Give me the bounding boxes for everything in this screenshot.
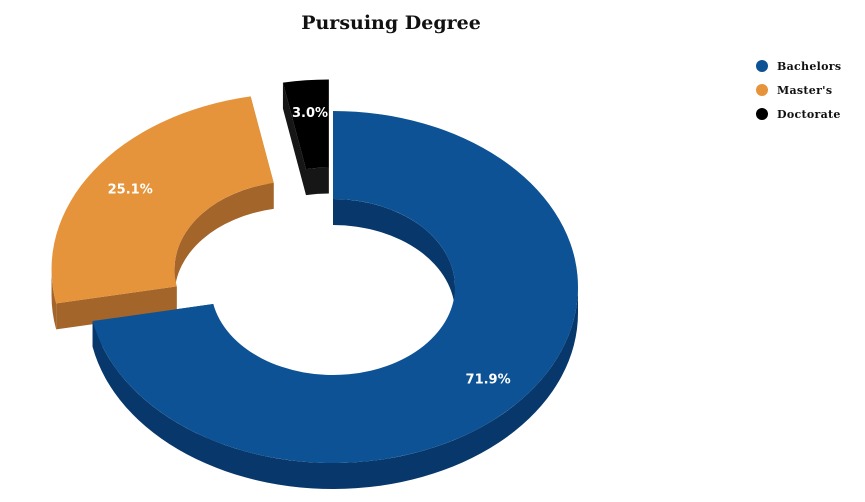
- legend-swatch: [756, 108, 768, 120]
- legend-item-bachelors[interactable]: Bachelors: [756, 54, 841, 78]
- slice-bachelors: [92, 111, 578, 464]
- legend-label: Bachelors: [777, 59, 842, 73]
- data-label-bachelors: 71.9%: [466, 373, 511, 388]
- inner-wall-doctorate: [306, 167, 329, 196]
- inner-wall-masters: [174, 182, 274, 296]
- inner-wall-bachelors: [333, 199, 455, 313]
- outer-wall-masters: [51, 269, 57, 330]
- legend-swatch: [756, 84, 768, 96]
- slice-labels: 71.9% 25.1% 3.0%: [108, 106, 511, 388]
- legend-label: Master's: [777, 83, 833, 97]
- cut-face-doctorate: [282, 82, 306, 196]
- legend-swatch: [756, 60, 768, 72]
- cut-face-masters: [56, 286, 177, 330]
- legend-item-doctorate[interactable]: Doctorate: [756, 102, 841, 126]
- legend: Bachelors Master's Doctorate: [756, 54, 841, 126]
- data-label-doctorate: 3.0%: [292, 106, 328, 121]
- slice-doctorate: [282, 79, 329, 170]
- slice-masters: [51, 96, 274, 304]
- legend-label: Doctorate: [777, 107, 841, 121]
- chart-title: Pursuing Degree: [301, 12, 481, 34]
- legend-item-masters[interactable]: Master's: [756, 78, 841, 102]
- data-label-masters: 25.1%: [108, 183, 153, 198]
- slice-tops: [51, 79, 578, 464]
